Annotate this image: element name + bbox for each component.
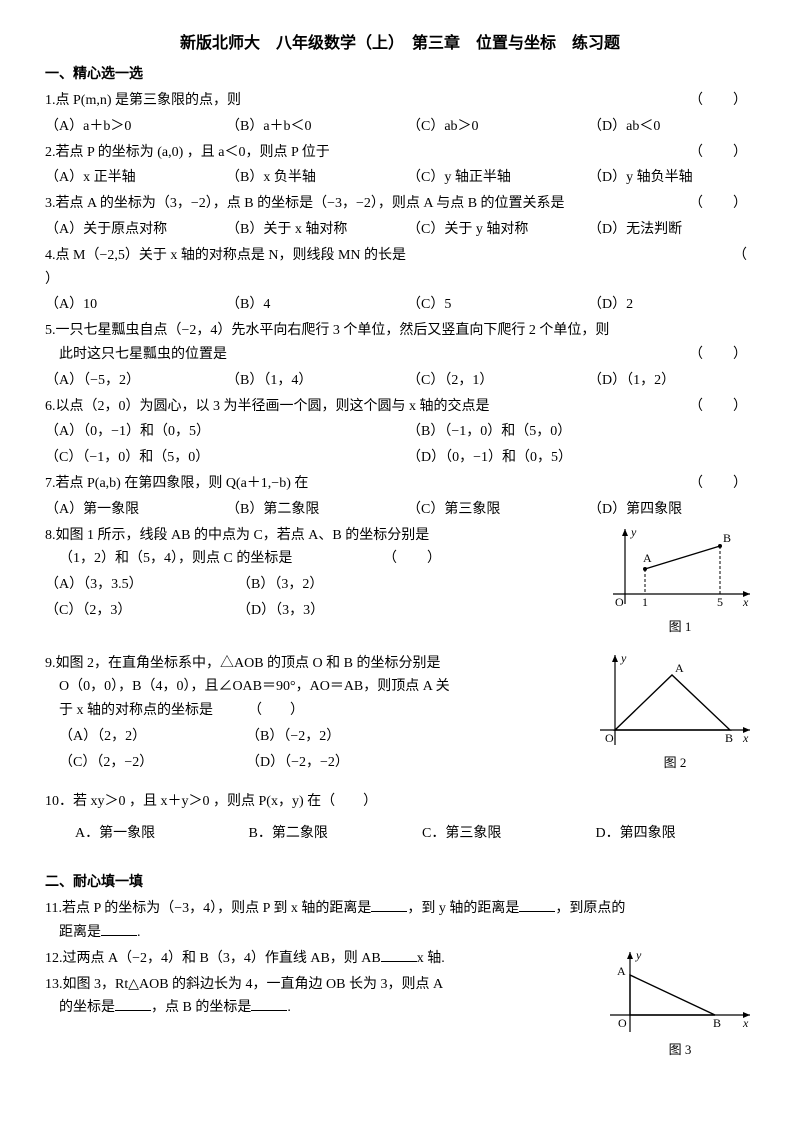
q1-text: 1.点 P(m,n) 是第三象限的点，则 bbox=[45, 89, 689, 113]
q2-opt-a: （A）x 正半轴 bbox=[45, 166, 212, 190]
q10-opt-a: A．第一象限 bbox=[75, 822, 235, 846]
q10-opt-c: C．第三象限 bbox=[422, 822, 582, 846]
page-title: 新版北师大 八年级数学（上） 第三章 位置与坐标 练习题 bbox=[45, 30, 755, 57]
q1-opt-d: （D）ab＜0 bbox=[588, 115, 755, 139]
q12-part1: 12.过两点 A（−2，4）和 B（3，4）作直线 AB，则 AB bbox=[45, 951, 381, 966]
q1-opt-c: （C）ab＞0 bbox=[407, 115, 574, 139]
q8-opt-d: （D）（3，3） bbox=[237, 599, 415, 623]
q4-opt-c: （C）5 bbox=[407, 293, 574, 317]
q5-opt-d: （D）（1，2） bbox=[588, 369, 755, 393]
q4-opt-a: （A）10 bbox=[45, 293, 212, 317]
q3-opt-d: （D）无法判断 bbox=[588, 218, 755, 242]
blank bbox=[519, 897, 555, 912]
question-10: 10．若 xy＞0 ，且 x＋y＞0 ，则点 P(x，y) 在（ ） A．第一象… bbox=[45, 790, 755, 846]
answer-blank: （ ） bbox=[689, 192, 755, 216]
q8-line1: 8.如图 1 所示，线段 AB 的中点为 C，若点 A、B 的坐标分别是 bbox=[45, 524, 755, 548]
q5-opt-a: （A）（−5，2） bbox=[45, 369, 212, 393]
q5-opt-b: （B）（1，4） bbox=[226, 369, 393, 393]
q9-line1: 9.如图 2，在直角坐标系中，△AOB 的顶点 O 和 B 的坐标分别是 bbox=[45, 652, 755, 676]
blank bbox=[101, 921, 137, 936]
q3-text: 3.若点 A 的坐标为（3，−2），点 B 的坐标是（−3，−2），则点 A 与… bbox=[45, 192, 689, 216]
q7-opt-c: （C）第三象限 bbox=[407, 498, 574, 522]
q2-opt-c: （C）y 轴正半轴 bbox=[407, 166, 574, 190]
q11-part2: ，到 y 轴的距离是 bbox=[407, 901, 519, 916]
q9-opt-b: （B）（−2，2） bbox=[246, 725, 419, 749]
section-1-heading: 一、精心选一选 bbox=[45, 63, 755, 87]
q11-part1: 11.若点 P 的坐标为（−3，4），则点 P 到 x 轴的距离是 bbox=[45, 901, 371, 916]
q6-opt-a: （A）（0，−1）和（0，5） bbox=[45, 420, 393, 444]
q13-part-c: . bbox=[287, 1000, 291, 1015]
q11-part5: . bbox=[137, 925, 141, 940]
blank bbox=[381, 947, 417, 962]
q3-opt-c: （C）关于 y 轴对称 bbox=[407, 218, 574, 242]
question-8: 8.如图 1 所示，线段 AB 的中点为 C，若点 A、B 的坐标分别是 （1，… bbox=[45, 524, 755, 623]
q8-opt-c: （C）（2，3） bbox=[45, 599, 223, 623]
question-6: 6.以点（2，0）为圆心，以 3 为半径画一个圆，则这个圆与 x 轴的交点是 （… bbox=[45, 395, 755, 470]
q9-opt-d: （D）（−2，−2） bbox=[246, 751, 419, 775]
answer-blank: （ bbox=[733, 244, 755, 268]
q6-opt-c: （C）（−1，0）和（5，0） bbox=[45, 446, 393, 470]
question-12: 12.过两点 A（−2，4）和 B（3，4）作直线 AB，则 AB x 轴. bbox=[45, 947, 755, 971]
q10-text: 10．若 xy＞0 ，且 x＋y＞0 ，则点 P(x，y) 在（ ） bbox=[45, 790, 755, 814]
q9-opt-a: （A）（2，2） bbox=[59, 725, 232, 749]
q7-opt-a: （A）第一象限 bbox=[45, 498, 212, 522]
blank bbox=[251, 996, 287, 1011]
question-1: 1.点 P(m,n) 是第三象限的点，则 （ ） （A）a＋b＞0 （B）a＋b… bbox=[45, 89, 755, 139]
q2-opt-d: （D）y 轴负半轴 bbox=[588, 166, 755, 190]
q8-line2: （1，2）和（5，4），则点 C 的坐标是 bbox=[59, 547, 383, 571]
answer-blank: （ ） bbox=[689, 343, 755, 367]
q9-line3: 于 x 轴的对称点的坐标是 （ ） bbox=[59, 699, 755, 723]
q5-line1: 5.一只七星瓢虫自点（−2，4）先水平向右爬行 3 个单位，然后又竖直向下爬行 … bbox=[45, 319, 755, 343]
question-13: 13.如图 3，Rt△AOB 的斜边长为 4，一直角边 OB 长为 3，则点 A… bbox=[45, 973, 755, 1021]
q5-line2: 此时这只七星瓢虫的位置是 bbox=[59, 343, 689, 367]
question-3: 3.若点 A 的坐标为（3，−2），点 B 的坐标是（−3，−2），则点 A 与… bbox=[45, 192, 755, 242]
q3-opt-a: （A）关于原点对称 bbox=[45, 218, 212, 242]
answer-blank: （ ） bbox=[689, 141, 755, 165]
q6-opt-d: （D）（0，−1）和（0，5） bbox=[407, 446, 755, 470]
q7-opt-b: （B）第二象限 bbox=[226, 498, 393, 522]
q7-text: 7.若点 P(a,b) 在第四象限，则 Q(a＋1,−b) 在 bbox=[45, 472, 689, 496]
q5-opt-c: （C）（2，1） bbox=[407, 369, 574, 393]
q2-opt-b: （B）x 负半轴 bbox=[226, 166, 393, 190]
q11-part3: ，到原点的 bbox=[555, 901, 625, 916]
q4-paren-tail: ） bbox=[45, 268, 755, 292]
q4-opt-d: （D）2 bbox=[588, 293, 755, 317]
q1-opt-b: （B）a＋b＜0 bbox=[226, 115, 393, 139]
q3-opt-b: （B）关于 x 轴对称 bbox=[226, 218, 393, 242]
answer-blank: （ ） bbox=[689, 89, 755, 113]
question-11: 11.若点 P 的坐标为（−3，4），则点 P 到 x 轴的距离是 ，到 y 轴的… bbox=[45, 897, 755, 945]
q4-opt-b: （B）4 bbox=[226, 293, 393, 317]
q8-opt-b: （B）（3，2） bbox=[237, 573, 415, 597]
q11-part4: 距离是 bbox=[59, 925, 101, 940]
q12-part2: x 轴. bbox=[417, 951, 445, 966]
answer-blank: （ ） bbox=[689, 395, 755, 419]
q2-text: 2.若点 P 的坐标为 (a,0) ，且 a＜0，则点 P 位于 bbox=[45, 141, 689, 165]
answer-blank: （ ） bbox=[383, 547, 449, 571]
q7-opt-d: （D）第四象限 bbox=[588, 498, 755, 522]
q4-text: 4.点 M（−2,5）关于 x 轴的对称点是 N，则线段 MN 的长是 bbox=[45, 244, 743, 268]
question-4: 4.点 M（−2,5）关于 x 轴的对称点是 N，则线段 MN 的长是 （ ） … bbox=[45, 244, 755, 317]
q9-opt-c: （C）（2，−2） bbox=[59, 751, 232, 775]
figure-3-label: 图 3 bbox=[605, 1039, 755, 1061]
question-7: 7.若点 P(a,b) 在第四象限，则 Q(a＋1,−b) 在 （ ） （A）第… bbox=[45, 472, 755, 522]
question-9: 9.如图 2，在直角坐标系中，△AOB 的顶点 O 和 B 的坐标分别是 O（0… bbox=[45, 652, 755, 775]
q13-line1: 13.如图 3，Rt△AOB 的斜边长为 4，一直角边 OB 长为 3，则点 A bbox=[45, 973, 755, 997]
answer-blank: （ ） bbox=[689, 472, 755, 496]
q10-opt-d: D．第四象限 bbox=[596, 822, 756, 846]
q9-line2: O（0，0），B（4，0），且∠OAB＝90°，AO＝AB，则顶点 A 关 bbox=[59, 675, 755, 699]
q13-part-a: 的坐标是 bbox=[59, 1000, 115, 1015]
question-5: 5.一只七星瓢虫自点（−2，4）先水平向右爬行 3 个单位，然后又竖直向下爬行 … bbox=[45, 319, 755, 392]
q6-text: 6.以点（2，0）为圆心，以 3 为半径画一个圆，则这个圆与 x 轴的交点是 bbox=[45, 395, 689, 419]
q8-opt-a: （A）（3，3.5） bbox=[45, 573, 223, 597]
blank bbox=[115, 996, 151, 1011]
question-2: 2.若点 P 的坐标为 (a,0) ，且 a＜0，则点 P 位于 （ ） （A）… bbox=[45, 141, 755, 191]
blank bbox=[371, 897, 407, 912]
q10-opt-b: B．第二象限 bbox=[249, 822, 409, 846]
q6-opt-b: （B）（−1，0）和（5，0） bbox=[407, 420, 755, 444]
section-2-heading: 二、耐心填一填 bbox=[45, 871, 755, 895]
q13-part-b: ，点 B 的坐标是 bbox=[151, 1000, 251, 1015]
q1-opt-a: （A）a＋b＞0 bbox=[45, 115, 212, 139]
